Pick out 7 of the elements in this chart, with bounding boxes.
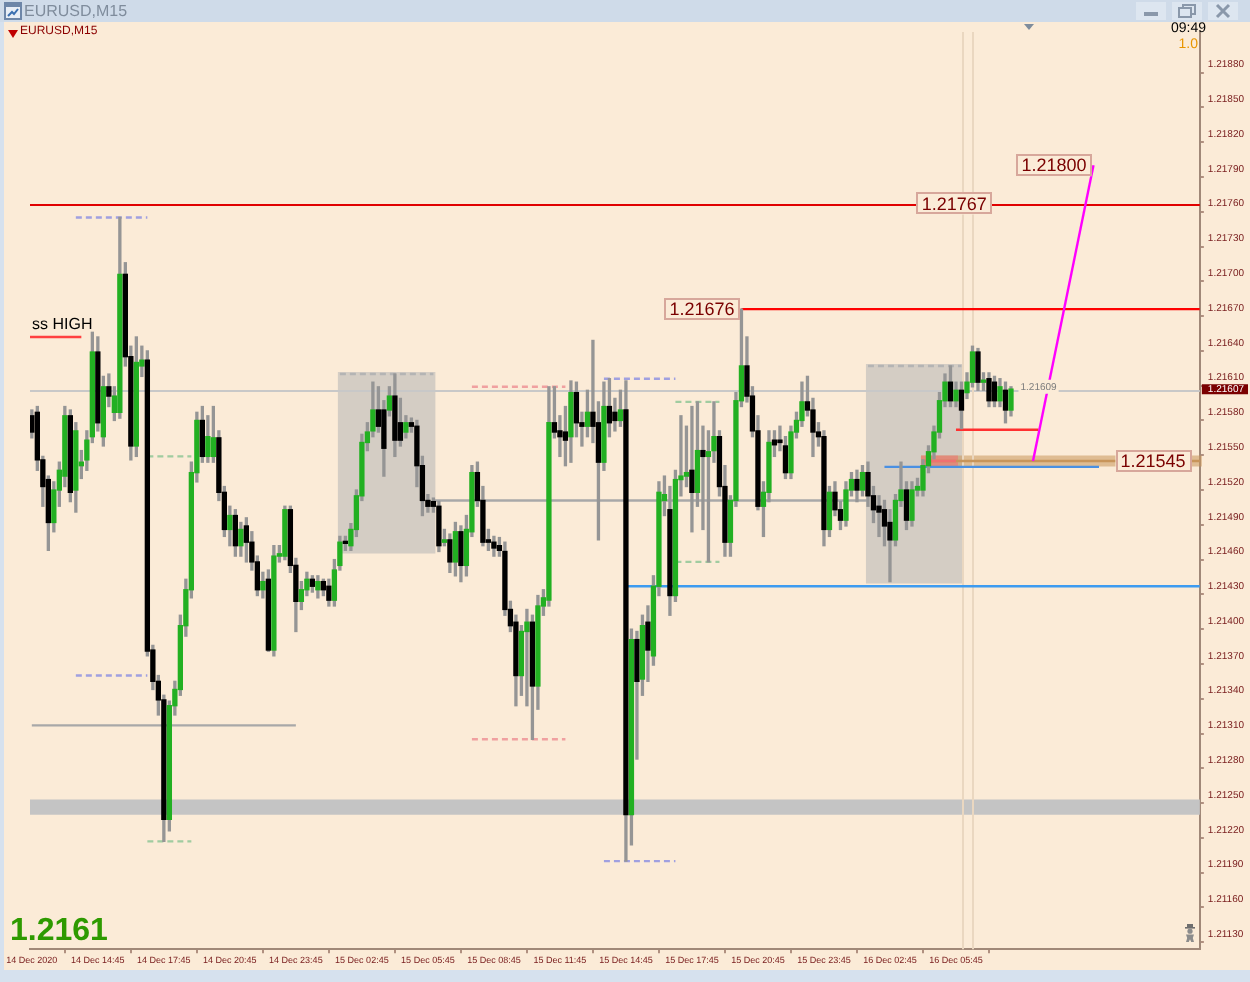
annotation: 1.21800 — [1021, 155, 1087, 176]
annotation: 1.2161 — [10, 914, 108, 948]
ref-line-label: 1.21767 — [921, 193, 987, 214]
annotation: 1.21676 — [669, 299, 735, 320]
text: EURUSD,M15 — [24, 2, 128, 20]
annotation: 1.21545 — [1120, 451, 1186, 471]
annotation: ss HIGH — [32, 315, 93, 334]
